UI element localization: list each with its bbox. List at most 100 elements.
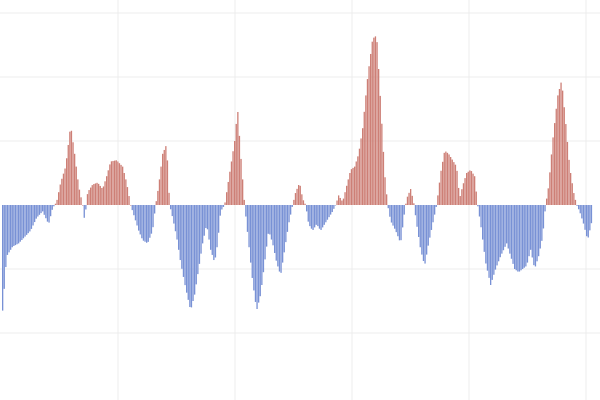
positive-bar [240,158,242,205]
negative-bar [432,205,434,223]
positive-bar [554,123,556,205]
negative-bar [477,205,479,207]
positive-bar [166,160,169,205]
negative-bar [259,205,261,297]
positive-bar [373,37,375,205]
positive-bar [237,111,239,205]
positive-bar [360,138,362,205]
negative-bar [434,205,436,215]
negative-bar [150,205,153,234]
negative-bar [590,205,593,224]
negative-bar [578,205,580,210]
negative-bar [8,205,10,253]
negative-bar [315,205,317,225]
positive-bar [562,90,564,205]
positive-bar [299,185,301,205]
positive-bar [70,130,73,205]
positive-bar [120,164,122,205]
positive-bar [565,124,567,205]
positive-bar [238,135,241,205]
negative-bar [182,205,185,277]
negative-bar [270,205,273,240]
positive-bar [342,198,345,205]
positive-bar [563,107,565,205]
negative-bar [11,205,13,248]
negative-bar [416,205,418,227]
negative-bar [421,205,423,255]
negative-bar [45,205,47,219]
negative-bar [43,205,45,215]
negative-bar [197,205,199,275]
negative-bar [402,205,404,228]
negative-bar [496,205,498,266]
positive-bar [62,173,65,205]
positive-bar [96,182,98,205]
negative-bar [245,205,247,217]
positive-bar [374,36,377,205]
positive-bar [474,176,476,205]
negative-bar [10,205,12,250]
negative-bar [435,205,437,207]
negative-bar [5,205,7,268]
positive-bar [107,170,109,205]
negative-bar [528,205,530,257]
negative-bar [326,205,329,220]
positive-bar [552,137,554,205]
negative-bar [21,205,23,240]
negative-bar [506,205,508,244]
positive-bar [344,192,346,205]
positive-bar [366,79,369,205]
negative-bar [325,205,327,223]
negative-bar [283,205,285,253]
negative-bar [195,205,197,285]
negative-bar [576,205,578,206]
negative-bar [277,205,279,267]
negative-bar [37,205,39,217]
negative-bar [216,205,218,248]
positive-bar [355,161,357,205]
negative-bar [541,205,543,241]
positive-bar [469,170,471,205]
positive-bar [302,200,305,205]
negative-bar [317,205,319,227]
positive-bar [296,188,298,205]
negative-bar [203,205,205,236]
positive-bar [74,153,76,205]
negative-bar [219,205,221,216]
positive-bar [560,82,562,205]
positive-bar [382,151,385,205]
positive-bar [72,142,74,205]
negative-bar [523,205,525,268]
positive-bar [99,185,101,205]
negative-bar [485,205,487,264]
positive-bar [106,176,108,205]
positive-bar [464,178,466,205]
negative-bar [186,205,188,293]
positive-bar [157,190,159,205]
negative-bar [187,205,189,300]
positive-bar [438,182,441,205]
positive-bar [339,197,341,205]
negative-bar [518,205,521,272]
negative-bar [208,205,210,240]
positive-bar [450,157,452,205]
negative-bar [531,205,533,258]
positive-bar [98,183,100,205]
positive-bar [298,185,300,205]
negative-bar [323,205,325,225]
negative-bar [198,205,201,264]
negative-bar [256,205,258,309]
positive-bar [242,179,244,205]
negative-bar [334,205,337,206]
positive-bar [109,164,111,205]
positive-bar [405,203,407,205]
negative-bar [400,205,402,241]
positive-bar [234,141,236,205]
positive-bar [557,95,559,205]
negative-bar [251,205,253,278]
positive-bar [354,166,356,205]
positive-bar [69,131,71,205]
positive-bar [61,178,63,205]
negative-bar [189,205,191,308]
